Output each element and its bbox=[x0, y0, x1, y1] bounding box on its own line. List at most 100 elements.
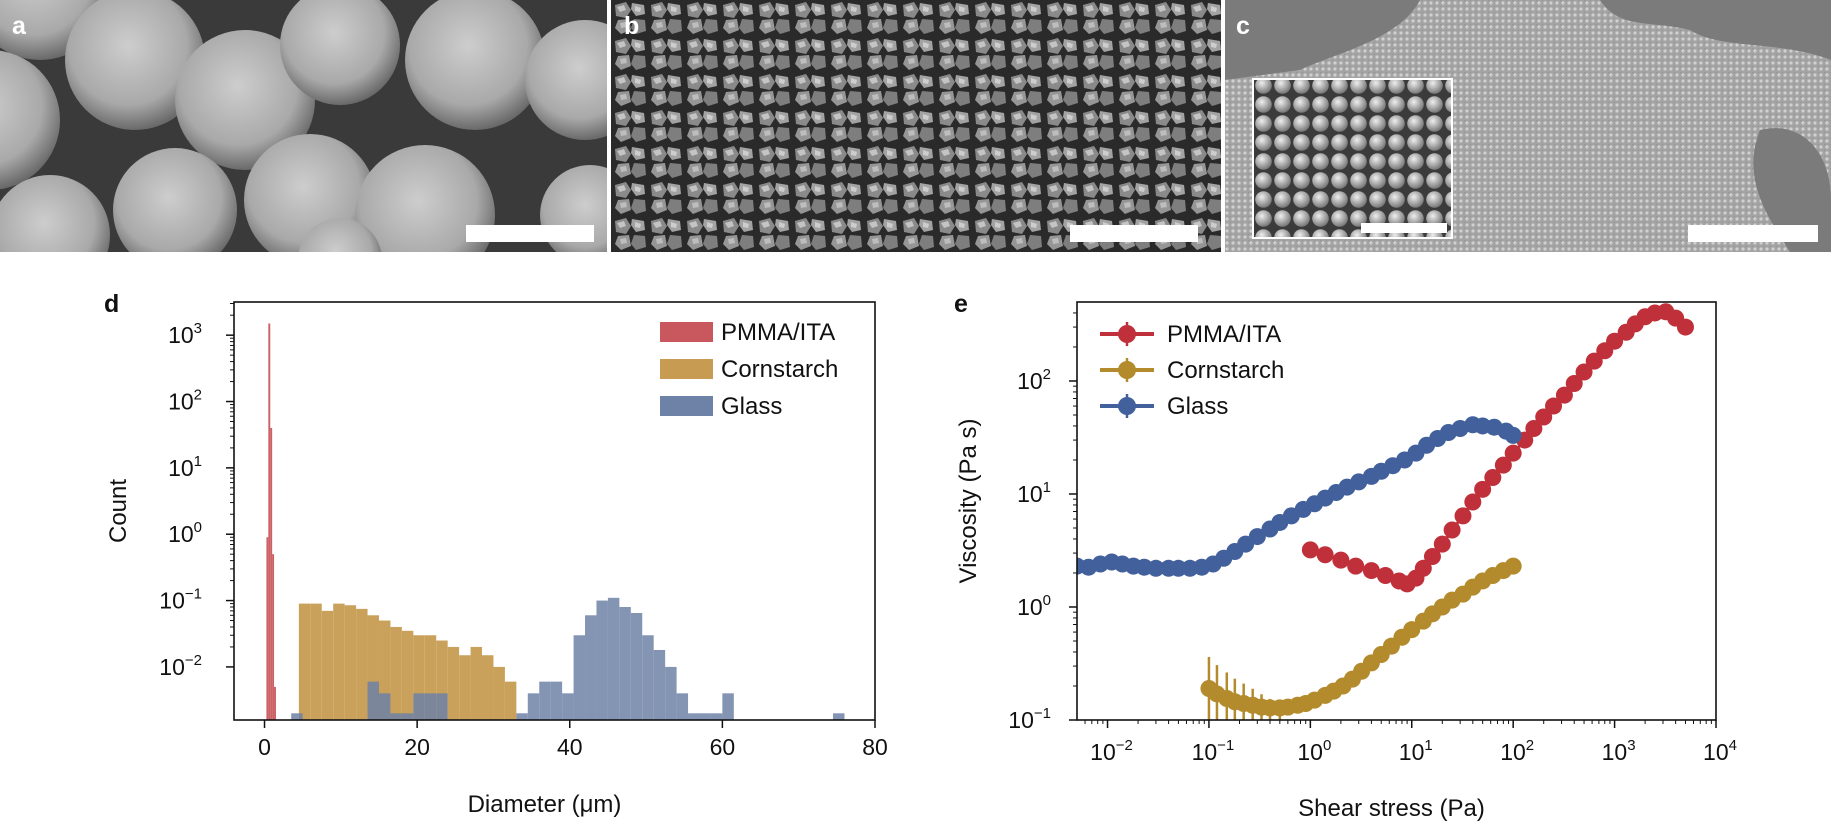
plot-frame bbox=[233, 301, 876, 721]
histogram-bar bbox=[367, 681, 379, 720]
data-layer bbox=[1077, 303, 1694, 720]
panel-label-d: d bbox=[104, 290, 119, 318]
micrograph-c: c bbox=[1225, 0, 1831, 252]
data-point bbox=[1301, 541, 1319, 559]
x-tick-label: 10−1 bbox=[1192, 737, 1235, 765]
histogram-bar bbox=[298, 603, 311, 720]
histogram-bar bbox=[272, 554, 275, 720]
histogram-bar bbox=[378, 620, 391, 720]
histogram-bar bbox=[266, 537, 269, 720]
data-point bbox=[1525, 419, 1543, 437]
y-axis-label: Count bbox=[105, 479, 132, 543]
legend-marker bbox=[1118, 325, 1136, 343]
data-point bbox=[1376, 566, 1394, 584]
legend-label: PMMA/ITA bbox=[1167, 321, 1281, 348]
data-point bbox=[1454, 507, 1472, 525]
micrograph-a: a bbox=[0, 0, 607, 252]
x-tick-label: 103 bbox=[1602, 737, 1636, 765]
histogram-bar bbox=[833, 713, 845, 720]
histogram-bar bbox=[447, 646, 460, 720]
data-point bbox=[1414, 559, 1432, 577]
data-point bbox=[1504, 557, 1522, 575]
panel-label-c: c bbox=[1236, 12, 1250, 40]
histogram-bar bbox=[401, 713, 414, 720]
legend-swatch bbox=[660, 359, 713, 379]
histogram-bar bbox=[527, 693, 540, 720]
y-tick-label: 10−2 bbox=[159, 652, 202, 680]
histogram-bar bbox=[516, 713, 528, 720]
data-point bbox=[1494, 456, 1512, 474]
data-point bbox=[1443, 521, 1461, 539]
histogram-bar bbox=[390, 626, 402, 720]
scale-bar bbox=[1070, 225, 1198, 242]
legend-swatch bbox=[660, 322, 713, 342]
panel-label-b: b bbox=[624, 12, 639, 40]
y-tick-label: 10−1 bbox=[159, 586, 202, 614]
data-point bbox=[1575, 363, 1593, 381]
x-tick-label: 104 bbox=[1703, 737, 1737, 765]
data-point bbox=[1350, 473, 1368, 491]
panel-label-a: a bbox=[12, 12, 27, 40]
histogram-bar bbox=[596, 600, 608, 720]
y-tick-label: 100 bbox=[168, 519, 202, 547]
y-tick-label: 101 bbox=[1017, 479, 1051, 507]
histogram-bar bbox=[274, 686, 276, 720]
data-point bbox=[1565, 375, 1583, 393]
histogram-bar bbox=[310, 603, 322, 720]
x-tick-label: 0 bbox=[258, 734, 271, 760]
histogram-bar bbox=[676, 693, 689, 720]
x-tick-label: 102 bbox=[1500, 737, 1534, 765]
histogram-bar bbox=[722, 693, 734, 720]
histogram-chart: 0 20 40 60 80 103 102 101 100 10−1 10−2 Diameter (μ… bbox=[105, 301, 888, 818]
histogram-bar bbox=[607, 597, 620, 720]
data-point bbox=[1484, 468, 1502, 486]
histogram-bar bbox=[413, 693, 425, 720]
scale-bar bbox=[466, 225, 594, 242]
histogram-bar bbox=[619, 607, 631, 720]
histogram-bar bbox=[550, 681, 563, 720]
data-point bbox=[1423, 547, 1441, 565]
histogram-bar bbox=[470, 646, 483, 720]
inset-scale-bar bbox=[1361, 223, 1447, 233]
histogram-bar bbox=[390, 713, 402, 720]
y-axis-label: Viscosity (Pa s) bbox=[955, 419, 982, 584]
data-point bbox=[1555, 386, 1573, 404]
data-point bbox=[1248, 528, 1266, 546]
data-point bbox=[1545, 397, 1563, 415]
histogram-bar bbox=[378, 693, 391, 720]
data-point bbox=[1316, 546, 1334, 564]
data-point bbox=[1347, 557, 1365, 575]
panel-label-e: e bbox=[954, 290, 968, 318]
legend-swatch bbox=[660, 396, 713, 416]
data-point bbox=[1474, 480, 1492, 498]
histogram-bar bbox=[710, 713, 723, 720]
data-point bbox=[1433, 535, 1451, 553]
legend-label: PMMA/ITA bbox=[721, 319, 835, 346]
data-point bbox=[1535, 408, 1553, 426]
data-point bbox=[1362, 562, 1380, 580]
legend-label: Glass bbox=[721, 393, 782, 420]
histogram-bar bbox=[356, 608, 368, 720]
histogram-bar bbox=[344, 605, 357, 720]
y-tick-label: 102 bbox=[1017, 366, 1051, 394]
series-line bbox=[1309, 310, 1687, 586]
histogram-bar bbox=[688, 713, 700, 720]
histogram-bar bbox=[268, 323, 271, 720]
x-tick-label: 60 bbox=[710, 734, 736, 760]
scale-bar bbox=[1688, 225, 1818, 242]
inset-image bbox=[1252, 78, 1453, 239]
histogram-bars bbox=[266, 323, 845, 720]
x-axis-label: Diameter (μm) bbox=[468, 791, 622, 818]
legend-label: Cornstarch bbox=[721, 356, 838, 383]
histogram-bar bbox=[653, 649, 666, 720]
x-axis-label: Shear stress (Pa) bbox=[1298, 795, 1485, 822]
histogram-bar bbox=[333, 603, 345, 720]
histogram-bar bbox=[504, 681, 517, 720]
histogram-bar bbox=[436, 693, 448, 720]
histogram-bar bbox=[482, 655, 494, 720]
micrograph-b: b bbox=[611, 0, 1221, 252]
data-point bbox=[1606, 332, 1624, 350]
x-tick-label: 100 bbox=[1297, 737, 1331, 765]
histogram-bar bbox=[642, 635, 654, 720]
